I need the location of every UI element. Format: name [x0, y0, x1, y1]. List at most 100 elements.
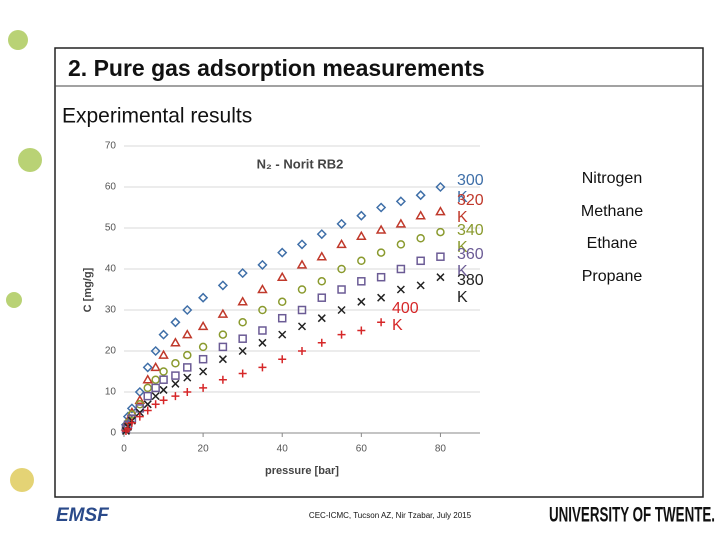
data-point: [357, 297, 366, 306]
data-point: [416, 234, 425, 243]
data-point: [171, 392, 180, 401]
data-point: [336, 238, 347, 249]
data-point: [276, 271, 288, 281]
data-point: [171, 379, 180, 388]
data-point: [296, 239, 308, 250]
data-point: [218, 342, 228, 352]
data-point: [143, 400, 152, 409]
data-point: [182, 304, 193, 316]
data-point: [238, 334, 247, 343]
data-point: [159, 367, 168, 376]
y-tick-label: 50: [105, 223, 117, 234]
data-point: [416, 256, 425, 266]
data-point: [143, 383, 152, 393]
legend-entry: 340 K: [457, 222, 484, 256]
gas-item: Ethane: [586, 235, 638, 252]
data-point: [337, 330, 346, 339]
y-tick-label: 30: [105, 305, 117, 316]
data-point: [171, 359, 180, 368]
data-point: [316, 229, 327, 240]
data-point: [278, 330, 287, 339]
data-point: [142, 362, 153, 373]
data-point: [218, 355, 227, 364]
data-point: [436, 273, 445, 282]
slide-frame: [54, 47, 704, 498]
data-point: [151, 375, 160, 384]
slide-title: 2. Pure gas adsorption measurements: [68, 55, 485, 81]
x-tick-label: 40: [277, 444, 289, 455]
x-tick-label: 0: [121, 444, 127, 455]
data-point: [257, 259, 268, 270]
data-point: [126, 403, 137, 414]
gas-item: Propane: [581, 267, 643, 285]
data-point: [356, 230, 367, 240]
x-axis-label: pressure [bar]: [265, 465, 339, 477]
data-point: [123, 424, 132, 433]
legend-entry: 380 K: [457, 272, 484, 306]
data-point: [317, 277, 327, 286]
data-point: [258, 363, 267, 372]
data-point: [336, 218, 347, 229]
data-point: [376, 248, 386, 257]
decoration: [6, 30, 42, 492]
data-point: [198, 342, 208, 352]
data-point: [238, 318, 247, 327]
data-point: [416, 281, 425, 290]
y-tick-label: 0: [110, 428, 116, 439]
data-point: [159, 375, 168, 384]
legend-entry: 360 K: [457, 246, 484, 280]
slide-subtitle: Experimental results: [62, 105, 252, 128]
data-point: [415, 210, 426, 220]
y-tick-label: 40: [105, 264, 117, 275]
data-point: [376, 272, 386, 282]
data-point: [198, 292, 209, 303]
data-point: [277, 297, 287, 307]
legend-entry: 400 K: [392, 300, 419, 334]
data-point: [277, 313, 287, 323]
data-point: [297, 305, 307, 315]
data-point: [199, 383, 208, 392]
data-point: [317, 293, 327, 302]
data-point: [150, 345, 161, 357]
data-point: [151, 392, 160, 401]
y-tick-label: 60: [105, 182, 117, 193]
data-point: [435, 181, 446, 193]
data-point: [198, 354, 208, 364]
data-point: [258, 305, 267, 315]
gas-item: Methane: [580, 202, 644, 220]
y-axis-label: C [mg/g]: [82, 267, 94, 312]
data-point: [357, 256, 366, 266]
data-point: [337, 285, 346, 294]
data-point: [183, 350, 192, 360]
data-point: [376, 202, 387, 213]
x-tick-label: 20: [198, 444, 210, 455]
data-point: [158, 349, 169, 359]
y-tick-label: 70: [105, 141, 117, 152]
data-point: [181, 329, 193, 339]
data-point: [436, 252, 445, 261]
data-point: [357, 326, 366, 335]
data-point: [143, 391, 152, 401]
data-point: [258, 338, 267, 347]
data-point: [159, 385, 168, 394]
data-point: [356, 210, 367, 221]
data-point: [170, 337, 181, 347]
data-point: [297, 322, 307, 331]
footer: CEC-ICMC, Tucson AZ, Nir Tzabar, July 20…: [309, 511, 472, 520]
data-point: [183, 373, 192, 382]
y-tick-label: 10: [105, 387, 117, 398]
data-point: [238, 346, 247, 356]
data-point: [297, 285, 307, 294]
data-point: [237, 296, 248, 306]
data-point: [257, 283, 268, 294]
data-point: [218, 375, 227, 384]
legend-entry: 320 K: [457, 192, 484, 226]
data-point: [357, 277, 366, 286]
data-point: [396, 285, 405, 294]
data-point: [377, 293, 386, 302]
data-point: [317, 314, 326, 323]
data-point: [317, 338, 326, 347]
data-point: [277, 247, 288, 258]
data-point: [396, 240, 406, 249]
data-point: [159, 396, 168, 405]
